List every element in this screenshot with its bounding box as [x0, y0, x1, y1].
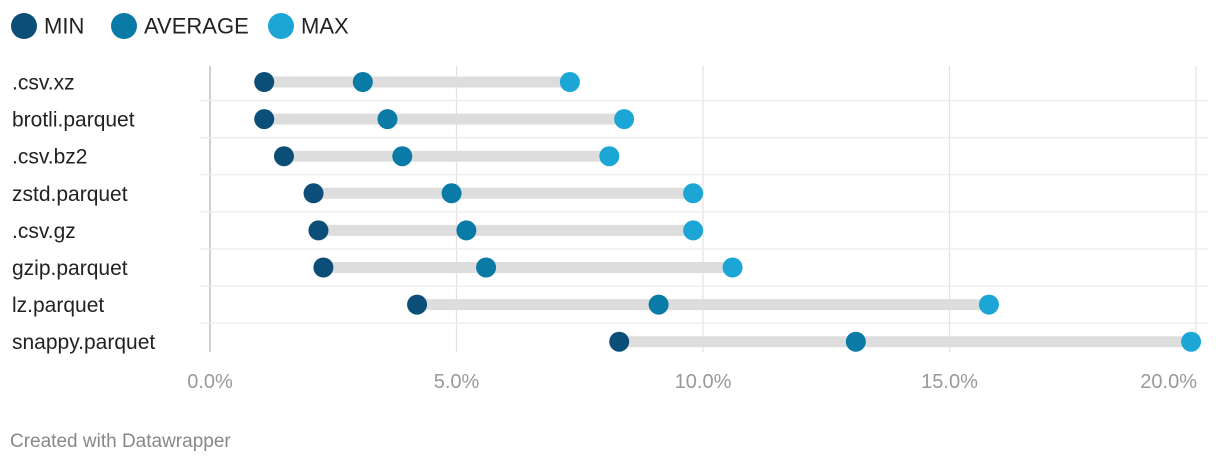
point-brotli-parquet-average: [377, 109, 398, 130]
legend-label-min: MIN: [44, 14, 84, 39]
credit-text: Created with Datawrapper: [10, 431, 231, 452]
category-label-csv-gz: .csv.gz: [12, 220, 76, 243]
point-csv-gz-max: [683, 220, 704, 241]
category-label-lz-parquet: lz.parquet: [12, 294, 104, 317]
point-csv-xz-min: [254, 72, 275, 92]
point-gzip-parquet-min: [313, 257, 334, 278]
point-brotli-parquet-min: [254, 109, 275, 130]
point-zstd-parquet-max: [683, 183, 704, 204]
point-gzip-parquet-average: [476, 257, 497, 278]
point-brotli-parquet-max: [614, 109, 635, 130]
point-lz-parquet-min: [407, 294, 428, 315]
point-csv-bz2-average: [392, 146, 413, 167]
point-zstd-parquet-min: [303, 183, 324, 204]
point-zstd-parquet-average: [441, 183, 462, 204]
category-label-snappy-parquet: snappy.parquet: [12, 331, 155, 354]
point-gzip-parquet-max: [722, 257, 743, 278]
legend-marker-average: [111, 13, 137, 39]
x-tick-label-3: 15.0%: [921, 371, 978, 393]
category-label-brotli-parquet: brotli.parquet: [12, 109, 135, 132]
point-csv-gz-average: [456, 220, 477, 241]
point-snappy-parquet-max: [1181, 331, 1202, 352]
legend-marker-max: [268, 13, 294, 39]
point-snappy-parquet-min: [609, 331, 630, 352]
point-snappy-parquet-average: [845, 331, 866, 352]
legend-label-average: AVERAGE: [144, 14, 249, 39]
gridlines: [200, 66, 1208, 352]
category-label-zstd-parquet: zstd.parquet: [12, 183, 128, 206]
x-tick-label-1: 5.0%: [434, 371, 480, 393]
point-csv-xz-average: [352, 72, 373, 92]
legend-marker-min: [11, 13, 37, 39]
x-tick-label-0: 0.0%: [187, 371, 233, 393]
legend: MIN AVERAGE MAX: [11, 13, 349, 39]
point-csv-xz-max: [559, 72, 580, 92]
category-label-csv-xz: .csv.xz: [12, 72, 75, 95]
range-bars: [264, 76, 1192, 348]
x-tick-label-2: 10.0%: [675, 371, 732, 393]
point-csv-gz-min: [308, 220, 329, 241]
x-axis-ticks: 0.0% 5.0% 10.0% 15.0% 20.0%: [187, 371, 1197, 393]
point-csv-bz2-min: [273, 146, 294, 167]
point-lz-parquet-max: [978, 294, 999, 315]
category-labels: .csv.xz brotli.parquet .csv.bz2 zstd.parque…: [12, 72, 155, 355]
legend-label-max: MAX: [301, 14, 349, 39]
category-label-gzip-parquet: gzip.parquet: [12, 257, 128, 280]
data-points: [254, 72, 1202, 352]
x-tick-label-4: 20.0%: [1140, 371, 1197, 393]
point-lz-parquet-average: [648, 294, 669, 315]
category-label-csv-bz2: .csv.bz2: [12, 146, 87, 169]
point-csv-bz2-max: [599, 146, 620, 167]
